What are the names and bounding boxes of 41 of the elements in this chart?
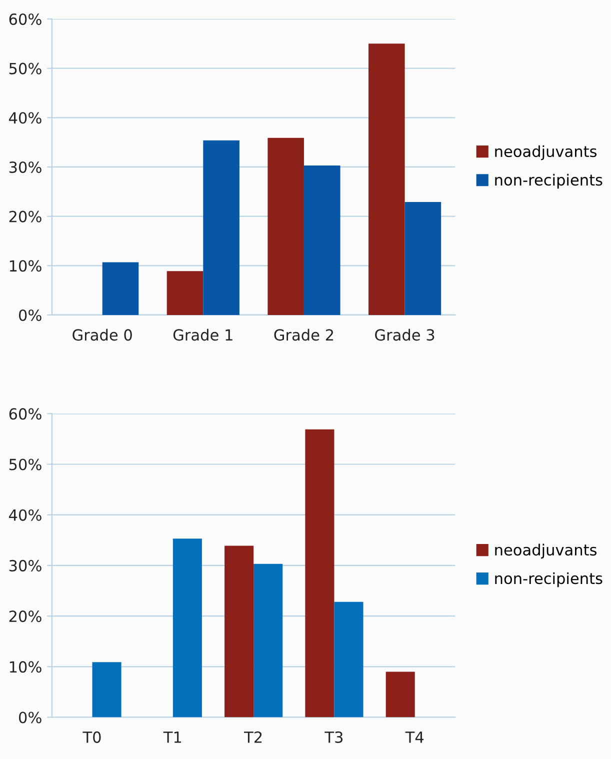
y-tick-label: 30% [9, 161, 42, 173]
bar [254, 564, 283, 718]
legend-label: non-recipients [495, 572, 602, 588]
y-tick-label: 50% [9, 62, 42, 74]
x-tick-label: T4 [405, 732, 424, 743]
bar [166, 271, 204, 315]
y-tick-label: 0% [18, 712, 42, 724]
legend-label: neoadjuvants [495, 145, 597, 160]
bar [203, 140, 240, 315]
x-tick-label: T2 [244, 731, 262, 743]
bar [334, 602, 364, 718]
bar [404, 202, 442, 315]
y-tick-label: 60% [9, 13, 42, 25]
x-tick-label: T1 [163, 732, 182, 743]
y-tick-label: 60% [9, 408, 42, 420]
bar [92, 662, 122, 718]
y-tick-label: 30% [9, 560, 42, 572]
y-tick-label: 50% [9, 458, 42, 470]
x-tick-label: T3 [324, 731, 343, 743]
y-tick-label: 20% [9, 610, 42, 622]
y-tick-label: 0% [18, 309, 42, 322]
y-tick-label: 40% [9, 112, 42, 124]
bar [305, 429, 334, 718]
y-tick-label: 10% [10, 260, 42, 272]
x-tick-label: T0 [82, 731, 101, 743]
bar [268, 138, 304, 315]
bar [224, 546, 254, 718]
legend-label: non-recipients [495, 174, 602, 189]
bar [304, 166, 340, 315]
x-tick-label: Grade 0 [72, 328, 132, 341]
bar [172, 538, 202, 718]
bar [386, 672, 415, 718]
bar [368, 44, 405, 315]
y-tick-label: 20% [9, 210, 42, 222]
x-tick-label: Grade 1 [173, 328, 232, 341]
legend-label: neoadjuvants [495, 544, 597, 559]
y-tick-label: 40% [9, 509, 42, 521]
bar [102, 262, 139, 315]
x-tick-label: Grade 2 [274, 328, 334, 341]
x-tick-label: Grade 3 [375, 328, 434, 341]
y-tick-label: 10% [10, 661, 42, 673]
